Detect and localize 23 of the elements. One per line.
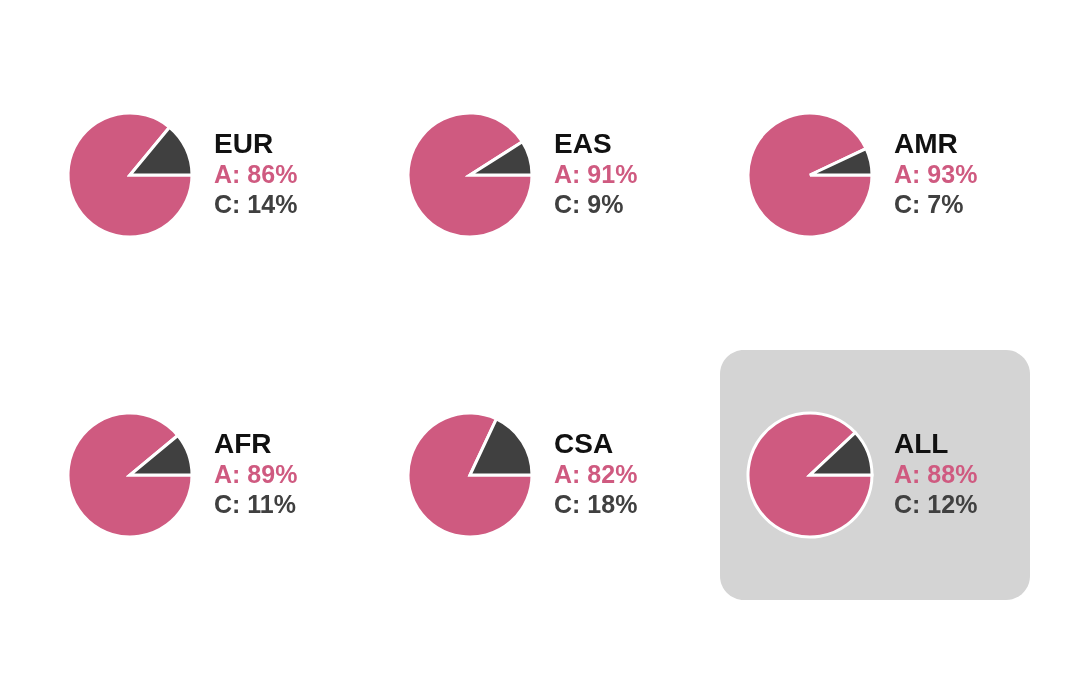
- pie-slice: [746, 411, 874, 539]
- slice-label: C: 9%: [554, 190, 624, 218]
- text: ALL: [894, 428, 949, 459]
- slice-label: A: 88%: [894, 460, 978, 488]
- slice-label: C: 11%: [214, 490, 296, 518]
- slice-label: A: 91%: [554, 160, 638, 188]
- text: AFR: [214, 428, 272, 459]
- pie-slice: [406, 411, 534, 539]
- text: EUR: [214, 128, 274, 159]
- text: CSA: [554, 428, 614, 459]
- slice-label: A: 82%: [554, 460, 638, 488]
- slice-label: C: 7%: [894, 190, 964, 218]
- text: AMR: [894, 128, 958, 159]
- text: EAS: [554, 128, 612, 159]
- slice-label: C: 14%: [214, 190, 298, 218]
- slice-label: C: 18%: [554, 490, 638, 518]
- slice-label: A: 93%: [894, 160, 978, 188]
- pie-slice: [746, 111, 874, 239]
- slice-label: C: 12%: [894, 490, 978, 518]
- pie-slice: [66, 111, 194, 239]
- slice-label: A: 89%: [214, 460, 298, 488]
- slice-label: A: 86%: [214, 160, 298, 188]
- pie-slice: [66, 411, 194, 539]
